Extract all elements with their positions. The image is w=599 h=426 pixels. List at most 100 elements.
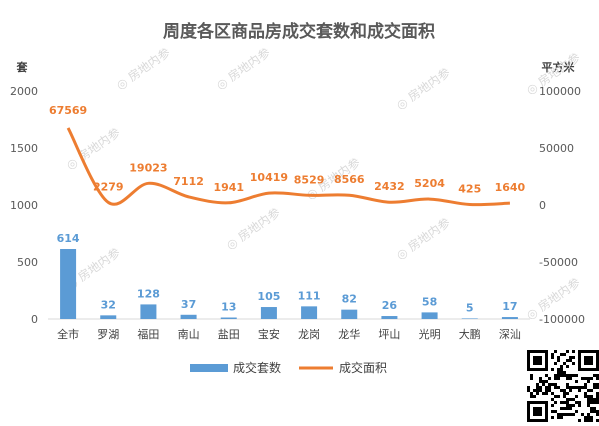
line-value-label: 425 [458,183,481,196]
qr-module [575,374,578,377]
bar-value-label: 37 [181,298,196,311]
qr-module [593,386,596,389]
qr-module [536,389,539,392]
qr-module [587,398,590,401]
qr-module [587,389,590,392]
qr-module [572,350,575,353]
line-value-label: 10419 [250,171,288,184]
qr-module [587,401,590,404]
line-value-label: 67569 [49,104,87,117]
qr-module [596,413,599,416]
qr-module [554,395,557,398]
qr-module [596,377,599,380]
qr-module [530,392,533,395]
qr-module [557,356,560,359]
legend-swatch-bar [190,364,228,372]
qr-module [593,407,596,410]
qr-module [587,404,590,407]
line-value-label: 1941 [213,181,244,194]
qr-module [563,407,566,410]
qr-module [566,359,569,362]
qr-module [590,419,593,422]
qr-module [596,401,599,404]
bar-value-label: 13 [221,301,236,314]
qr-module [596,386,599,389]
qr-module [593,383,596,386]
line-value-label: 2432 [374,180,405,193]
category-label: 深汕 [499,328,521,341]
qr-module [584,377,587,380]
left-axis-label: 套 [17,60,29,74]
qr-module [563,392,566,395]
qr-module [587,380,590,383]
category-label: 龙华 [338,327,360,341]
qr-module [587,413,590,416]
qr-module [596,383,599,386]
qr-module [554,410,557,413]
right-tick-label: 100000 [539,85,581,98]
qr-module [551,404,554,407]
qr-module [554,377,557,380]
qr-module [590,389,593,392]
qr-module [548,377,551,380]
qr-module [575,386,578,389]
qr-module [548,386,551,389]
qr-module [575,380,578,383]
watermark-text: ◎ 房地内参 [393,64,453,112]
qr-module [557,374,560,377]
qr-module [566,413,569,416]
qr-module [539,389,542,392]
qr-module [554,350,557,353]
bar [220,317,237,319]
right-axis-label: 平方米 [542,60,576,74]
qr-module [533,395,536,398]
qr-module [596,419,599,422]
qr-module [539,380,542,383]
qr-module [527,386,530,389]
qr-module [560,365,563,368]
qr-module [569,359,572,362]
right-tick-label: 50000 [539,142,574,155]
qr-module [551,416,554,419]
qr-module [569,377,572,380]
qr-code [525,348,599,424]
qr-module [584,386,587,389]
qr-module [563,413,566,416]
qr-module [596,395,599,398]
left-axis-ticks: 0 500 1000 1500 2000 [10,85,38,326]
qr-module [560,374,563,377]
category-labels: 全市 罗湖 福田 南山 盐田 宝安 龙岗 龙华 坪山 光明 大鹏 深汕 [57,327,521,341]
qr-module [542,392,545,395]
qr-module [587,419,590,422]
qr-module [530,377,533,380]
qr-module [593,398,596,401]
qr-module [551,353,554,356]
qr-module [566,401,569,404]
qr-module [563,374,566,377]
qr-module [584,419,587,422]
qr-module [542,380,545,383]
qr-module [563,362,566,365]
qr-module [551,398,554,401]
qr-module [578,401,581,404]
qr-module [572,404,575,407]
qr-module [557,359,560,362]
qr-module [578,404,581,407]
qr-module [572,413,575,416]
area-line-series [66,127,510,207]
qr-module [581,386,584,389]
qr-module [569,407,572,410]
qr-module [551,410,554,413]
qr-module [584,395,587,398]
left-tick-label: 1500 [10,142,38,155]
qr-module [566,392,569,395]
watermark-text: ◎ 房地内参 [213,44,273,92]
category-label: 全市 [57,327,79,341]
qr-module [584,416,587,419]
right-tick-label: -100000 [539,313,585,326]
qr-module [575,410,578,413]
qr-module [551,383,554,386]
qr-module [551,392,554,395]
qr-module [569,389,572,392]
